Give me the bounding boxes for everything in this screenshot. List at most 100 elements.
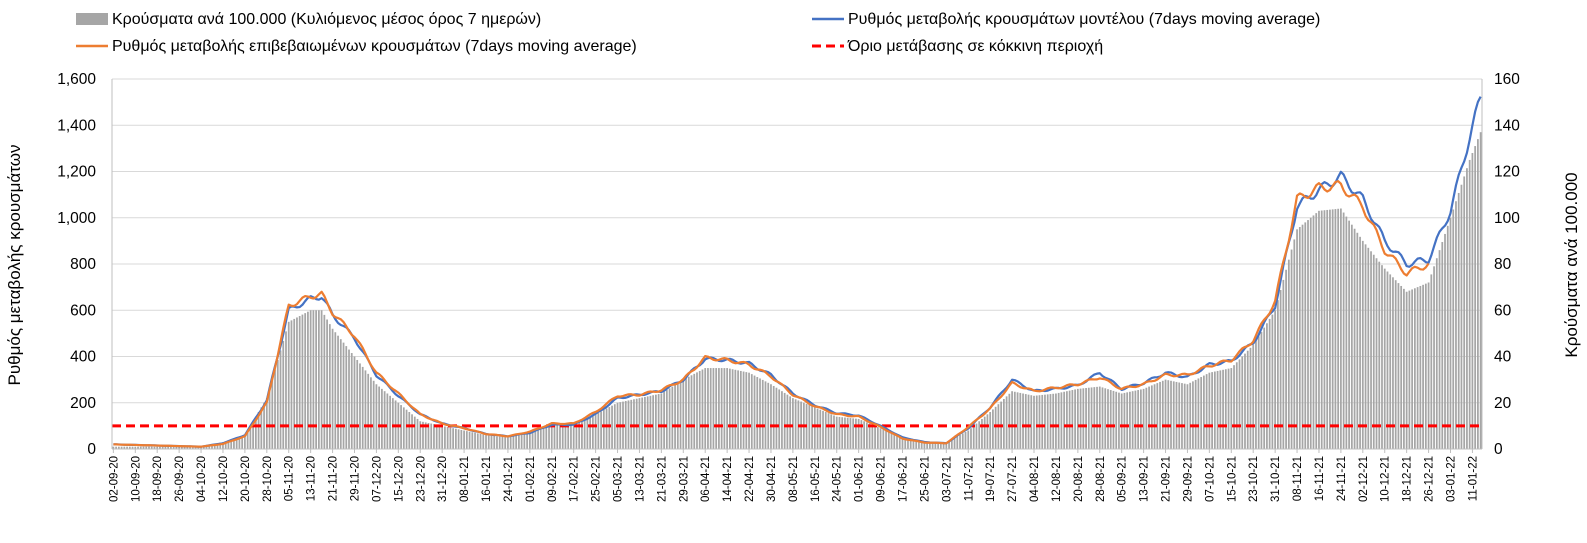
bar — [216, 443, 219, 449]
bar — [1002, 398, 1005, 449]
x-tick-label: 05-09-21 — [1117, 456, 1129, 502]
bar — [1271, 314, 1274, 449]
bar — [575, 422, 578, 449]
bar — [235, 437, 238, 449]
bar — [287, 321, 290, 449]
bar — [1334, 209, 1337, 449]
bar — [159, 446, 161, 449]
bar — [389, 395, 391, 449]
bar — [1433, 266, 1435, 449]
bar — [246, 430, 249, 449]
bar — [1411, 289, 1414, 449]
bar — [230, 439, 233, 449]
bar — [808, 405, 811, 449]
bar — [657, 394, 660, 449]
bar — [635, 398, 638, 449]
bar — [1276, 300, 1279, 449]
bar — [361, 366, 364, 449]
bar — [1282, 279, 1285, 449]
bar — [1307, 220, 1309, 449]
bar — [775, 387, 778, 449]
bar — [1285, 269, 1287, 449]
bar — [1455, 201, 1457, 449]
bar — [1227, 368, 1230, 449]
bar — [572, 423, 575, 449]
bar — [781, 391, 783, 449]
bar — [296, 317, 298, 449]
bar — [1246, 350, 1249, 449]
x-tick-label: 25-02-21 — [591, 456, 603, 502]
bar — [545, 427, 548, 449]
bar — [1153, 384, 1156, 449]
bar — [1477, 139, 1479, 449]
bar — [1263, 327, 1266, 449]
bar — [457, 429, 460, 449]
bar — [531, 431, 534, 449]
y-axis-left-title: Ρυθμός μεταβολής κρουσμάτων — [5, 145, 24, 386]
y-tick-label-right: 160 — [1494, 71, 1520, 88]
bar — [844, 417, 846, 449]
bar — [331, 328, 334, 449]
bar — [1096, 386, 1098, 449]
bar — [553, 425, 556, 449]
bar — [1038, 395, 1041, 449]
x-tick-label: 21-03-21 — [656, 456, 668, 502]
bar — [838, 416, 841, 449]
bar — [520, 434, 523, 449]
bar — [1030, 395, 1033, 449]
bar — [586, 417, 589, 449]
y-tick-label-right: 100 — [1494, 210, 1520, 227]
bar — [909, 439, 912, 449]
bar — [391, 398, 394, 449]
x-tick-label: 17-06-21 — [898, 456, 910, 502]
bar — [446, 427, 449, 449]
bar — [611, 405, 613, 449]
bar — [794, 399, 797, 449]
bar — [115, 446, 117, 449]
bar — [1172, 381, 1175, 449]
bar — [1331, 209, 1334, 449]
bar — [600, 411, 602, 449]
bar — [583, 418, 586, 449]
y-tick-label-left: 600 — [70, 302, 96, 319]
bar — [893, 433, 896, 449]
bar — [1293, 239, 1296, 449]
bar — [912, 439, 915, 449]
x-tick-label: 13-09-21 — [1139, 456, 1151, 502]
bar — [356, 359, 359, 449]
bar — [342, 342, 345, 449]
x-tick-label: 08-11-21 — [1292, 456, 1304, 501]
bar — [1408, 290, 1411, 449]
bar — [1156, 383, 1159, 449]
legend-label-confirmed: Ρυθμός μεταβολής επιβεβαιωμένων κρουσμάτ… — [112, 38, 637, 55]
bar — [907, 438, 909, 449]
bar — [1044, 394, 1046, 449]
bar — [452, 428, 455, 449]
bar — [1427, 282, 1430, 449]
bar — [764, 381, 767, 449]
bar — [871, 424, 874, 449]
bar — [827, 413, 830, 449]
bar — [548, 426, 550, 449]
bar — [1139, 389, 1142, 449]
bar — [1287, 259, 1290, 449]
bar — [1120, 393, 1123, 449]
bar — [1013, 391, 1016, 449]
bar — [1252, 344, 1255, 449]
x-axis-ticks: 02-09-20 10-09-20 18-09-20 26-09-20 04-10-20… — [108, 449, 1479, 502]
bar — [539, 429, 542, 449]
bar — [1213, 371, 1216, 449]
bar — [939, 442, 942, 449]
x-tick-label: 13-11-20 — [306, 456, 318, 501]
bar — [879, 428, 882, 449]
bar — [556, 425, 559, 449]
bar — [487, 435, 490, 449]
bar — [170, 446, 172, 449]
bar — [326, 319, 328, 449]
bar — [528, 432, 531, 449]
bar — [493, 435, 496, 449]
bar — [1008, 393, 1011, 449]
bar — [307, 311, 309, 449]
bar — [597, 412, 600, 449]
bar — [1329, 209, 1331, 449]
